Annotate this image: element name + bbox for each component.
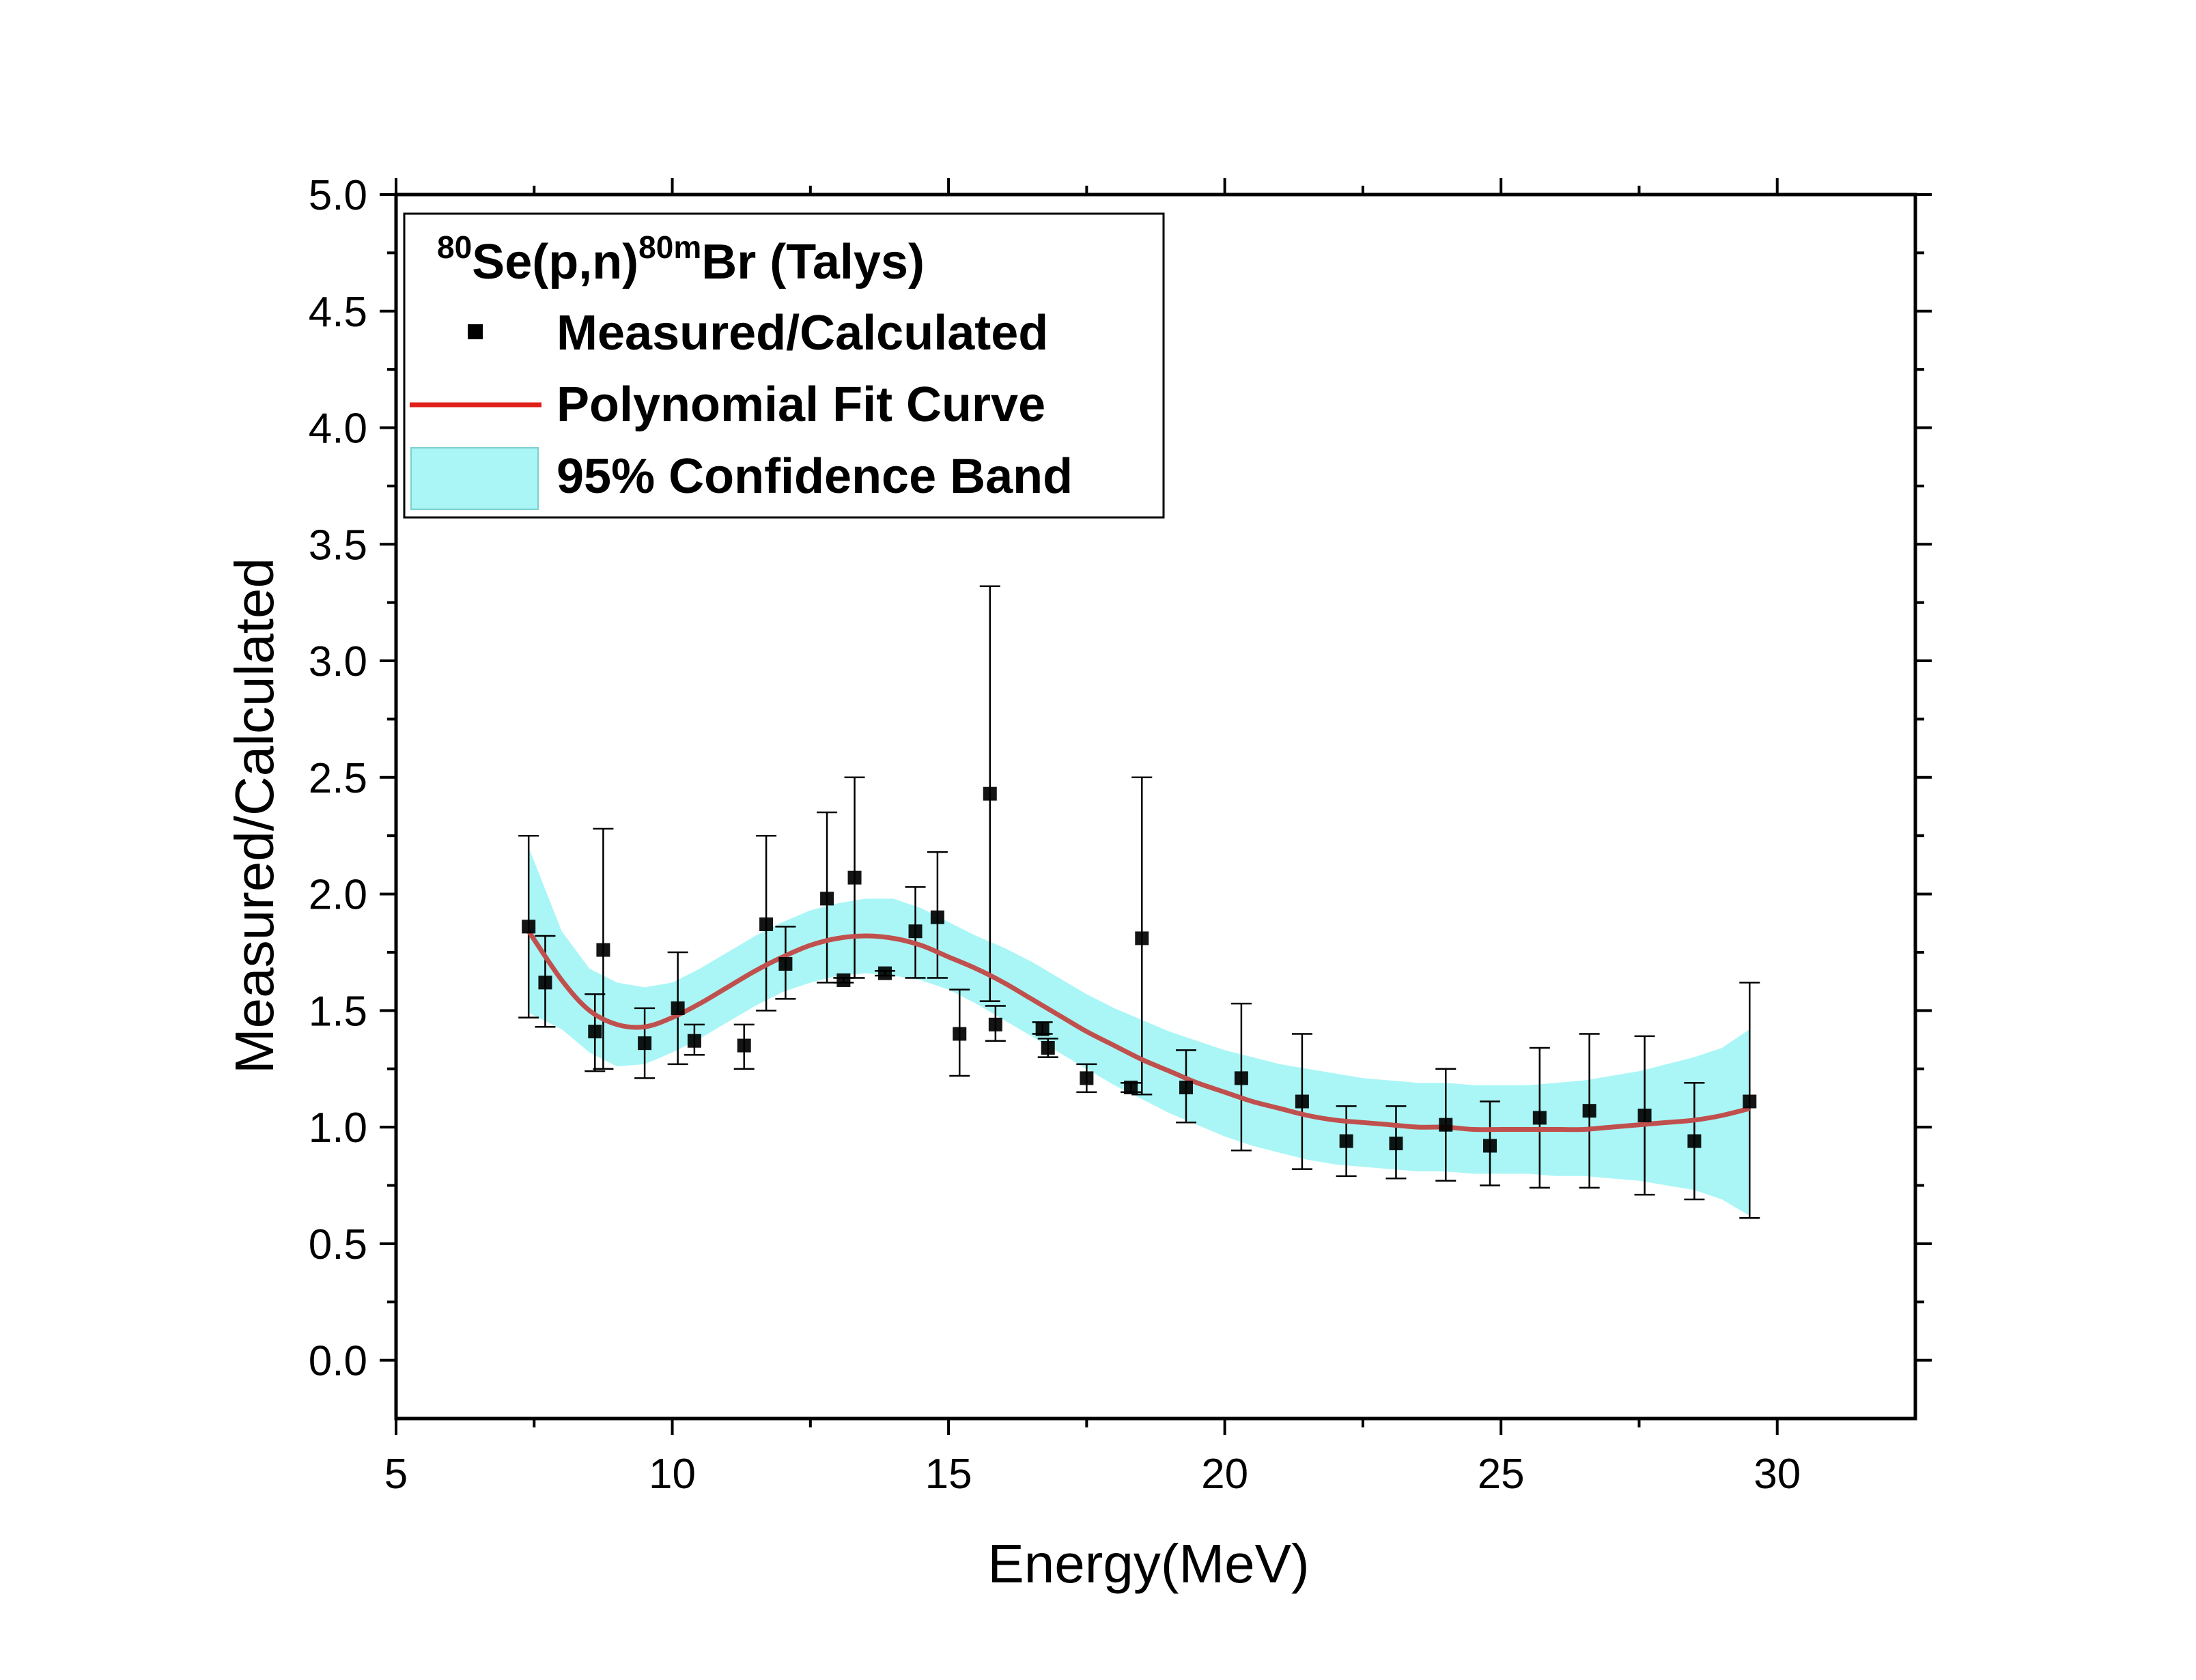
data-point xyxy=(820,892,834,906)
data-point xyxy=(1135,931,1149,945)
y-tick-label: 5.0 xyxy=(309,172,367,219)
data-point xyxy=(1234,1071,1248,1085)
data-point xyxy=(836,973,851,987)
legend-title-sup-2: 80m xyxy=(638,229,701,265)
plot-frame xyxy=(394,193,1917,1421)
data-point xyxy=(1389,1137,1403,1151)
y-tick-label: 1.0 xyxy=(309,1105,367,1152)
x-axis-title: Energy(MeV) xyxy=(987,1533,1309,1594)
legend: 80Se(p,n)80mBr (Talys) Measured/Calculat… xyxy=(403,212,1165,519)
y-tick-label: 2.5 xyxy=(309,755,367,802)
x-tick-label: 25 xyxy=(1478,1451,1525,1498)
fit-curve-layer xyxy=(526,930,1751,1133)
data-point xyxy=(1339,1134,1353,1148)
x-tick-label: 10 xyxy=(649,1451,696,1498)
legend-entry-measured: Measured/Calculated xyxy=(557,306,1048,360)
data-point xyxy=(1483,1139,1497,1153)
data-point xyxy=(737,1038,751,1053)
data-point xyxy=(1582,1104,1596,1118)
y-tick-label: 3.0 xyxy=(309,638,367,685)
data-point xyxy=(1743,1094,1757,1109)
data-point xyxy=(687,1034,701,1048)
data-point xyxy=(847,870,862,885)
x-tick-label: 30 xyxy=(1754,1451,1801,1498)
y-tick-label: 0.5 xyxy=(309,1221,367,1268)
legend-title-main-2: Br (Talys) xyxy=(701,235,925,289)
x-tick-label: 20 xyxy=(1201,1451,1248,1498)
data-point xyxy=(522,920,536,934)
legend-marker-band xyxy=(410,447,539,510)
data-point-layer xyxy=(522,786,1757,1153)
data-point xyxy=(638,1036,652,1051)
legend-title: 80Se(p,n)80mBr (Talys) xyxy=(437,229,925,289)
data-point xyxy=(596,943,610,957)
data-point xyxy=(878,966,892,980)
legend-marker-square xyxy=(468,324,483,339)
data-point xyxy=(983,786,997,801)
data-point xyxy=(1179,1081,1193,1095)
polynomial-fit-curve xyxy=(526,930,1751,1133)
axis-ticks xyxy=(380,178,1932,1435)
data-point xyxy=(1041,1040,1055,1055)
data-point xyxy=(1439,1117,1453,1132)
legend-entry-band: 95% Confidence Band xyxy=(557,449,1073,504)
y-tick-label: 4.5 xyxy=(309,289,367,336)
y-tick-label: 1.5 xyxy=(309,988,367,1035)
y-axis-title: Measured/Calculated xyxy=(224,558,285,1074)
data-point xyxy=(588,1025,602,1039)
axis-tick-labels: 5 10 15 20 25 30 0.0 0.5 1.0 1.5 2.0 2.5 3.0 3.5 4.0 4.… xyxy=(309,172,1801,1498)
legend-entry-fit: Polynomial Fit Curve xyxy=(557,378,1045,432)
data-point xyxy=(1035,1022,1050,1036)
legend-title-main-1: Se(p,n) xyxy=(472,235,638,289)
y-tick-label: 0.0 xyxy=(309,1338,367,1385)
x-tick-label: 5 xyxy=(384,1451,408,1498)
data-point xyxy=(778,957,793,971)
data-point xyxy=(1080,1071,1094,1085)
data-point xyxy=(759,917,774,931)
data-point xyxy=(953,1027,967,1041)
legend-title-sup-1: 80 xyxy=(437,229,472,265)
data-point xyxy=(988,1017,1002,1031)
y-tick-label: 3.5 xyxy=(309,522,367,569)
data-point xyxy=(930,910,944,924)
data-point xyxy=(671,1001,685,1015)
data-point xyxy=(538,976,552,990)
data-point xyxy=(1532,1111,1547,1125)
y-tick-label: 2.0 xyxy=(309,872,367,919)
data-point xyxy=(1637,1109,1652,1123)
data-point xyxy=(908,924,923,939)
x-tick-label: 15 xyxy=(925,1451,972,1498)
data-point xyxy=(1687,1134,1702,1148)
data-point xyxy=(1295,1094,1309,1109)
data-point xyxy=(1124,1081,1138,1095)
y-tick-label: 4.0 xyxy=(309,405,367,453)
